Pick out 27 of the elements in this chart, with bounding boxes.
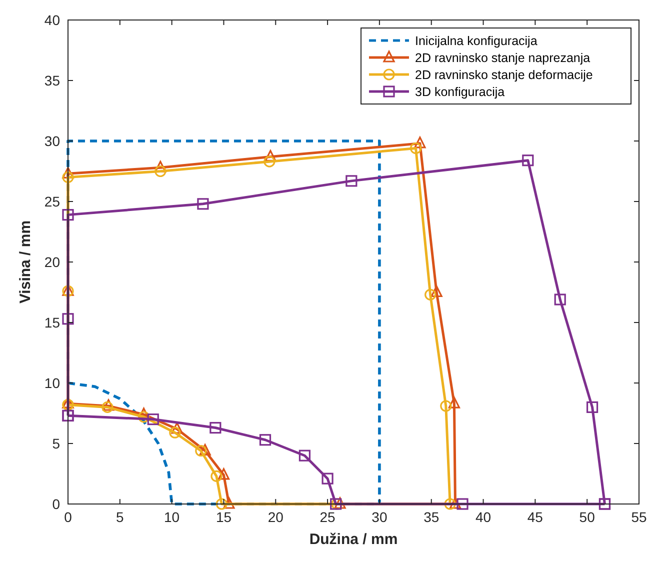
legend-label: 3D konfiguracija <box>415 85 505 99</box>
y-tick-label: 40 <box>44 12 60 28</box>
x-tick-label: 50 <box>579 509 596 525</box>
x-tick-label: 5 <box>116 509 124 525</box>
x-tick-label: 55 <box>631 509 647 525</box>
y-tick-label: 20 <box>44 254 60 270</box>
y-tick-label: 0 <box>52 496 60 512</box>
x-tick-label: 10 <box>164 509 180 525</box>
x-tick-label: 35 <box>424 509 440 525</box>
x-tick-label: 20 <box>268 509 284 525</box>
legend-label: Inicijalna konfiguracija <box>415 34 538 48</box>
x-tick-label: 15 <box>216 509 232 525</box>
y-axis-title: Visina / mm <box>17 220 34 304</box>
x-tick-label: 25 <box>320 509 336 525</box>
x-axis-title: Dužina / mm <box>309 531 398 548</box>
y-tick-label: 30 <box>44 133 60 149</box>
x-tick-label: 30 <box>372 509 388 525</box>
x-tick-label: 45 <box>527 509 544 525</box>
legend-label: 2D ravninsko stanje deformacije <box>415 68 593 82</box>
x-tick-label: 0 <box>64 509 72 525</box>
x-tick-label: 40 <box>475 509 492 525</box>
y-tick-label: 10 <box>44 375 60 391</box>
y-tick-label: 25 <box>44 194 60 210</box>
y-tick-label: 5 <box>52 436 60 452</box>
y-tick-label: 35 <box>44 72 60 88</box>
legend-label: 2D ravninsko stanje naprezanja <box>415 51 590 65</box>
y-tick-label: 15 <box>44 314 60 330</box>
